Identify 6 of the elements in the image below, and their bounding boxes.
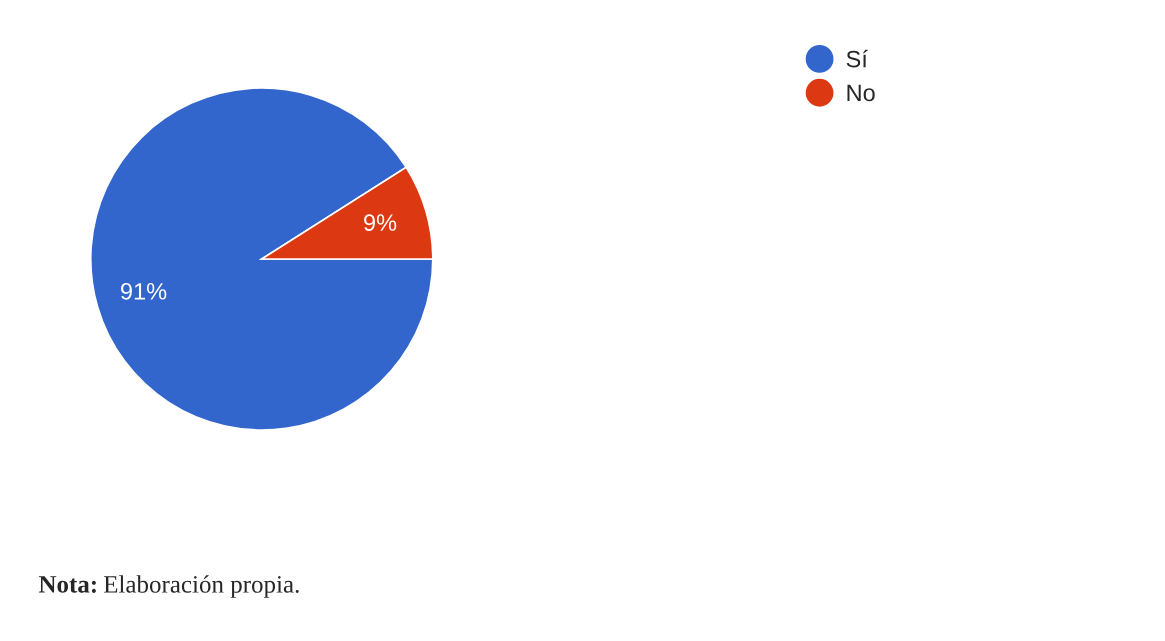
pie-slice (89, 87, 434, 431)
data-label: 91% (121, 282, 167, 300)
legend-label: No (847, 84, 875, 102)
data-label: 9% (364, 214, 397, 231)
text: Nota: Elaboración propia. (38, 575, 299, 598)
legend-label: Sí (846, 49, 868, 68)
